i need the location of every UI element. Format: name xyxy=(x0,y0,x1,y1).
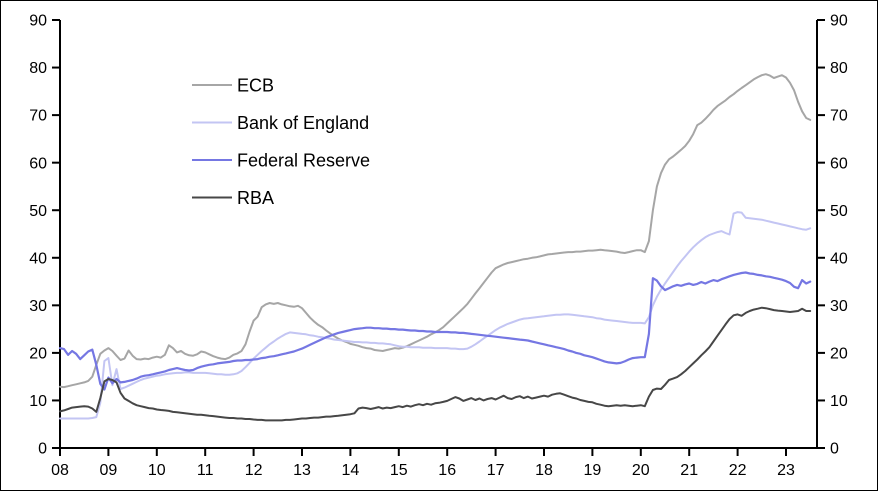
y-tick-label-left: 50 xyxy=(29,203,47,220)
y-tick-label-right: 70 xyxy=(830,108,848,125)
y-tick-label-right: 20 xyxy=(830,345,848,362)
series-line-bank-of-england xyxy=(59,211,812,420)
legend-item-bank-of-england: Bank of England xyxy=(192,113,369,133)
y-tick-label-left: 60 xyxy=(29,155,47,172)
legend-item-federal-reserve: Federal Reserve xyxy=(192,150,370,170)
y-tick-label-left: 80 xyxy=(29,60,47,77)
x-tick-label: 09 xyxy=(100,462,118,479)
y-tick-label-left: 20 xyxy=(29,345,47,362)
x-tick-label: 12 xyxy=(245,462,263,479)
x-tick-label: 19 xyxy=(584,462,602,479)
legend-label: Federal Reserve xyxy=(237,150,370,170)
x-tick-label: 14 xyxy=(342,462,360,479)
x-tick-label: 17 xyxy=(487,462,505,479)
x-tick-label: 21 xyxy=(680,462,698,479)
x-tick-label: 18 xyxy=(535,462,553,479)
x-tick-label: 23 xyxy=(777,462,795,479)
x-tick-label: 16 xyxy=(438,462,456,479)
legend-label: Bank of England xyxy=(237,113,369,133)
y-tick-label-right: 90 xyxy=(830,13,848,30)
series-line-ecb xyxy=(59,73,812,389)
y-tick-label-right: 60 xyxy=(830,155,848,172)
x-tick-label: 20 xyxy=(632,462,650,479)
series-line-rba xyxy=(59,306,812,422)
y-tick-label-right: 40 xyxy=(830,250,848,267)
x-tick-label: 08 xyxy=(51,462,69,479)
y-tick-label-left: 90 xyxy=(29,13,47,30)
axes xyxy=(59,20,818,449)
x-tick-label: 15 xyxy=(390,462,408,479)
y-tick-label-right: 30 xyxy=(830,298,848,315)
legend-label: RBA xyxy=(237,188,274,208)
x-tick-label: 22 xyxy=(729,462,747,479)
x-tick-label: 10 xyxy=(148,462,166,479)
legend-item-ecb: ECB xyxy=(192,75,274,95)
y-tick-label-right: 10 xyxy=(830,393,848,410)
x-tick-label: 11 xyxy=(197,462,214,479)
y-tick-label-left: 40 xyxy=(29,250,47,267)
y-tick-label-left: 0 xyxy=(38,441,47,458)
y-tick-label-left: 70 xyxy=(29,108,47,125)
y-tick-label-right: 0 xyxy=(830,441,839,458)
y-tick-label-right: 80 xyxy=(830,60,848,77)
y-tick-label-left: 10 xyxy=(29,393,47,410)
series-line-federal-reserve xyxy=(58,271,812,391)
y-tick-label-left: 30 xyxy=(29,298,47,315)
legend-item-rba: RBA xyxy=(192,188,274,208)
y-tick-label-right: 50 xyxy=(830,203,848,220)
legend: ECB Bank of England Federal Reserve RBA xyxy=(192,75,370,208)
legend-label: ECB xyxy=(237,75,274,95)
x-tick-label: 13 xyxy=(293,462,311,479)
